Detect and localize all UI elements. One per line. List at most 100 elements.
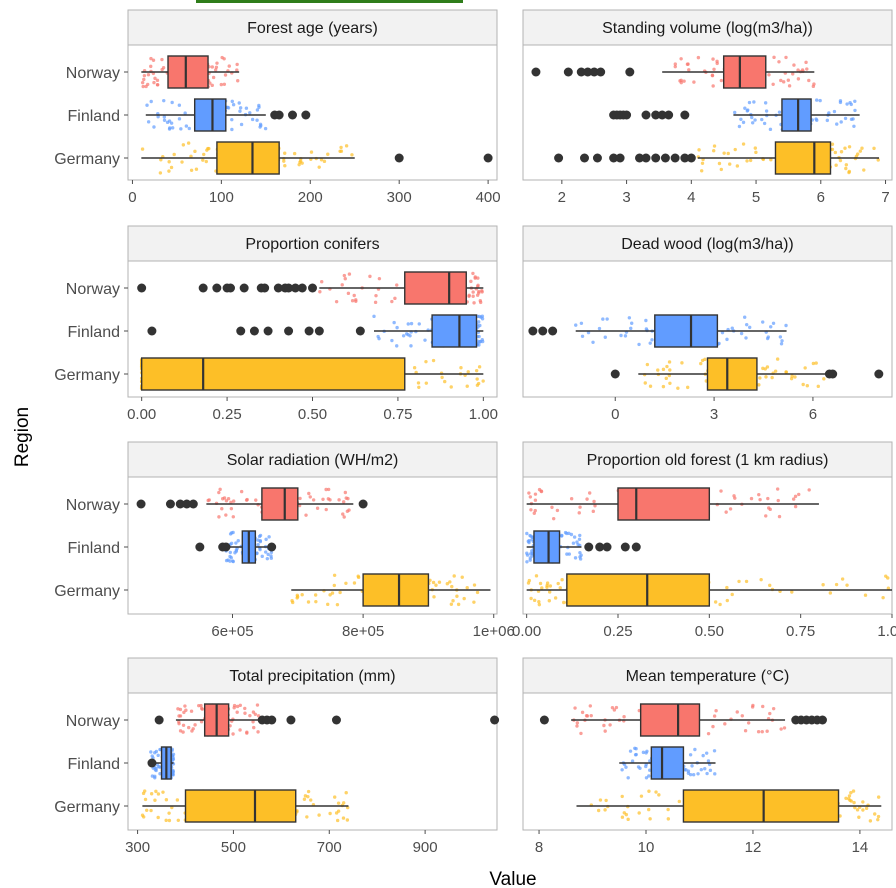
jitter-point [574,323,578,327]
x-tick-label: 0.00 [127,406,156,423]
jitter-point [169,121,174,125]
jitter-point [743,106,747,110]
jitter-point [176,707,180,711]
jitter-point [739,117,743,122]
jitter-point [704,751,709,755]
jitter-point [526,539,530,544]
jitter-point [858,149,863,153]
jitter-point [569,532,574,537]
jitter-point [644,318,648,323]
jitter-point [777,110,782,114]
header-link-bar[interactable] [196,0,463,3]
jitter-point [445,581,450,586]
jitter-point [776,498,780,503]
jitter-point [699,361,703,366]
outlier-point-norway [589,67,599,77]
jitter-point [634,747,638,751]
jitter-point [845,102,849,106]
jitter-point [339,149,344,153]
jitter-point [342,515,346,519]
jitter-point [764,514,768,518]
jitter-point [149,792,154,796]
jitter-point [344,144,349,148]
jitter-point [340,283,344,287]
jitter-point [749,496,754,501]
jitter-point [575,724,579,728]
outlier-point-norway [576,67,586,77]
outlier-point-finland [651,110,661,120]
jitter-point [306,600,311,604]
jitter-point [628,749,633,753]
panel-title: Standing volume (log(m3/ha)) [602,20,813,37]
jitter-point [580,710,585,715]
outlier-point-norway [165,499,175,509]
jitter-point [333,795,337,799]
jitter-point [462,596,466,601]
jitter-point [214,65,219,69]
jitter-point [847,794,852,798]
jitter-point [579,731,583,736]
jitter-point [143,797,148,802]
jitter-point [243,706,247,711]
jitter-point [556,581,560,586]
jitter-point [876,795,881,799]
jitter-point [292,151,297,156]
jitter-point [409,321,414,326]
jitter-point [473,275,477,279]
jitter-point [479,300,483,305]
jitter-point [645,362,650,367]
jitter-point [811,84,816,89]
jitter-point [624,765,628,769]
jitter-point [373,300,378,305]
jitter-point [547,599,551,603]
y-axis-title: Region [12,407,33,467]
jitter-point [228,554,232,559]
jitter-point [620,815,625,819]
jitter-point [260,554,264,559]
x-tick-label: 0.25 [212,406,241,423]
outlier-point-finland [249,326,259,336]
jitter-point [255,108,260,112]
jitter-point [170,126,175,130]
jitter-point [761,320,765,324]
jitter-point [244,106,249,110]
jitter-point [668,381,672,385]
jitter-point [164,818,168,823]
jitter-point [337,498,341,502]
jitter-point [319,158,324,162]
jitter-point [229,531,234,535]
jitter-point [789,376,794,381]
jitter-point [852,124,856,128]
outlier-point-germany [874,369,884,379]
jitter-point [335,818,340,823]
jitter-point [719,167,724,172]
jitter-point [475,377,479,381]
outlier-point-norway [490,715,500,725]
jitter-point [528,495,533,499]
jitter-point [801,382,805,387]
jitter-point [443,379,447,384]
jitter-point [263,126,268,131]
jitter-point [432,595,436,599]
jitter-point [725,337,729,342]
outlier-point-norway [260,283,270,293]
jitter-point [750,121,755,125]
box-finland [533,530,561,564]
jitter-point [735,710,739,714]
jitter-point [423,338,427,342]
jitter-point [588,704,593,708]
jitter-point [476,320,481,324]
x-tick-label: 1.00 [877,623,896,640]
y-tick-label-finland: Finland [68,540,120,557]
jitter-point [686,771,691,775]
jitter-point [569,497,574,501]
jitter-point [845,583,849,587]
jitter-point [743,729,748,733]
jitter-point [610,705,615,710]
jitter-point [849,791,853,795]
outlier-point-germany [394,153,404,163]
jitter-point [886,586,891,590]
jitter-point [833,150,838,155]
jitter-point [843,146,847,150]
jitter-point [239,489,244,494]
